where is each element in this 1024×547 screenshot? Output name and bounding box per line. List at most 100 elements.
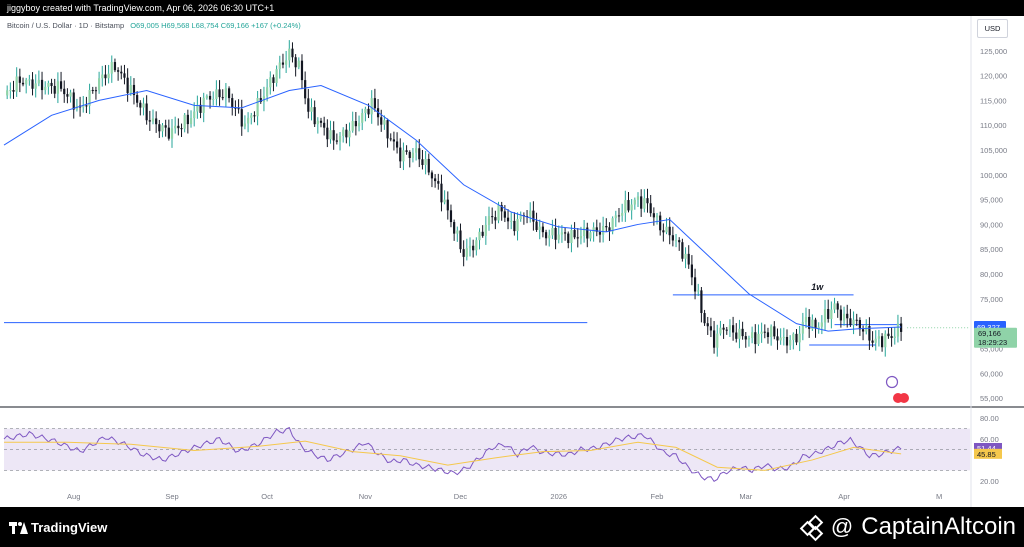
- candle-down: [186, 114, 189, 125]
- candle-down: [567, 233, 570, 244]
- candle-up: [310, 107, 313, 112]
- candle-up: [583, 227, 586, 237]
- candle-down: [313, 107, 316, 125]
- candle-up: [15, 76, 18, 92]
- candle-down: [304, 80, 307, 99]
- candle-down: [785, 336, 789, 346]
- candle-down: [281, 62, 285, 65]
- price-tick-label: 60,000: [980, 369, 1003, 378]
- candle-down: [63, 88, 66, 95]
- candle-down: [541, 226, 544, 233]
- candle-up: [189, 118, 193, 125]
- time-tick-label: Aug: [67, 492, 80, 501]
- candle-up: [811, 319, 814, 329]
- candle-up: [798, 333, 801, 343]
- candle-up: [174, 125, 177, 129]
- candle-down: [319, 120, 323, 123]
- candle-up: [262, 96, 266, 102]
- candle-down: [367, 108, 370, 115]
- candle-down: [399, 147, 402, 162]
- candle-up: [424, 158, 427, 165]
- candle-up: [789, 340, 792, 346]
- candle-down: [687, 253, 690, 265]
- candle-up: [6, 90, 9, 96]
- candle-up: [557, 234, 560, 240]
- currency-button[interactable]: USD: [977, 19, 1008, 38]
- candle-down: [773, 326, 776, 337]
- candle-up: [538, 226, 541, 230]
- sma-price-label: 69,327: [977, 323, 1000, 332]
- candle-up: [551, 227, 554, 236]
- candle-down: [449, 210, 453, 223]
- candle-up: [475, 240, 478, 251]
- candle-up: [548, 235, 551, 239]
- candle-down: [839, 309, 842, 321]
- price-tick-label: 95,000: [980, 196, 1003, 205]
- candle-down: [326, 127, 329, 140]
- candle-down: [421, 159, 424, 165]
- candle-up: [801, 322, 804, 334]
- candle-up: [98, 78, 101, 91]
- candle-up: [611, 218, 614, 232]
- candle-up: [630, 204, 633, 211]
- time-tick-label: Nov: [359, 492, 373, 501]
- candle-down: [240, 109, 243, 127]
- candle-up: [110, 62, 113, 74]
- candle-down: [855, 319, 858, 321]
- candle-down: [418, 148, 421, 160]
- candle-up: [468, 245, 472, 249]
- candle-up: [151, 118, 155, 122]
- candle-up: [820, 322, 823, 327]
- candle-up: [34, 83, 37, 89]
- candle-down: [50, 82, 53, 86]
- candle-down: [506, 217, 510, 222]
- candle-down: [332, 130, 335, 141]
- candle-up: [579, 236, 583, 239]
- candle-up: [361, 113, 364, 123]
- candle-up: [602, 226, 605, 235]
- candle-down: [294, 57, 297, 68]
- candle-up: [877, 336, 881, 339]
- candle-down: [576, 237, 579, 239]
- candle-down: [145, 103, 148, 121]
- candle-down: [671, 235, 674, 241]
- candle-down: [709, 326, 713, 331]
- candle-up: [655, 215, 659, 218]
- candle-up: [782, 336, 785, 338]
- candle-down: [627, 200, 630, 211]
- candle-down: [693, 277, 697, 292]
- candle-down: [459, 230, 462, 250]
- candle-up: [643, 198, 646, 209]
- tradingview-logo[interactable]: TradingView: [9, 520, 107, 535]
- candle-up: [142, 103, 145, 108]
- candle-up: [88, 89, 91, 106]
- chart-svg[interactable]: 55,00060,00065,00070,00075,00080,00085,0…: [0, 16, 1024, 507]
- candle-down: [59, 81, 63, 89]
- candle-down: [177, 125, 180, 129]
- candle-up: [830, 309, 833, 319]
- candle-up: [28, 79, 31, 81]
- candle-up: [852, 319, 855, 326]
- candle-up: [9, 90, 12, 92]
- candle-up: [202, 97, 205, 113]
- candle-down: [291, 48, 294, 58]
- candle-down: [120, 71, 123, 74]
- candle-up: [792, 333, 795, 341]
- candle-up: [760, 331, 763, 334]
- candle-down: [307, 98, 310, 112]
- candle-down: [136, 95, 139, 103]
- candle-down: [158, 124, 161, 132]
- price-tick-label: 120,000: [980, 72, 1007, 81]
- candle-down: [849, 318, 852, 326]
- candle-down: [544, 232, 548, 239]
- candle-down: [500, 205, 503, 212]
- candle-up: [592, 227, 595, 233]
- price-tick-label: 75,000: [980, 295, 1003, 304]
- candle-up: [570, 230, 573, 244]
- candle-up: [665, 226, 668, 233]
- candle-down: [763, 331, 766, 333]
- candle-up: [747, 337, 751, 340]
- candle-down: [123, 73, 126, 78]
- candle-down: [94, 90, 98, 92]
- candle-down: [703, 313, 706, 324]
